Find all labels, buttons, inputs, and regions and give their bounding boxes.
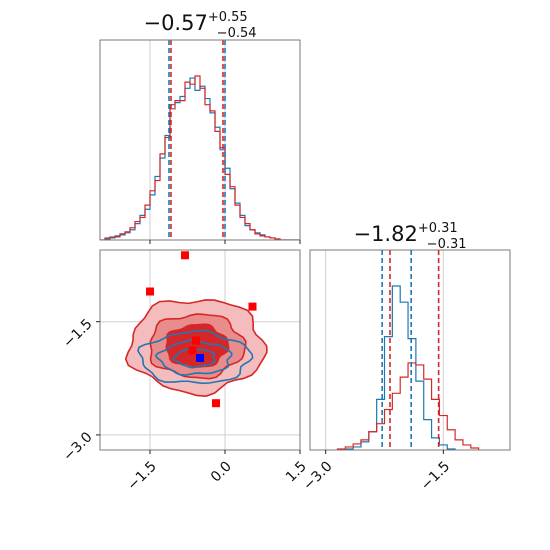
- title-right-plus: +0.31: [418, 221, 458, 236]
- hist-step-series-1: [336, 362, 480, 450]
- title-right-value: −1.82: [353, 222, 417, 246]
- hist-step-series-1: [100, 75, 300, 240]
- marginal-histogram-top: −0.57+0.55 −0.54: [99, 10, 301, 244]
- axis-frame-top: [99, 39, 301, 241]
- axis-frame-contour: [99, 249, 301, 451]
- contour-level-1-0: [137, 329, 254, 385]
- quantile-lines-top: [168, 40, 226, 240]
- hist-step-series-0: [100, 77, 300, 240]
- contour-level-1-2: [172, 347, 216, 369]
- hist-top-series: [100, 75, 300, 240]
- title-right: −1.82+0.31 −0.31: [353, 221, 466, 252]
- marker-point-0-4: [188, 346, 197, 355]
- marker-point-0-2: [248, 302, 257, 311]
- contour-level-1-1: [154, 339, 233, 376]
- ticks-right: −3.0 −1.5: [300, 450, 453, 494]
- grid-right: [325, 250, 444, 450]
- quantile-lines-right: [381, 250, 440, 450]
- tick-label-x: −1.5: [125, 458, 160, 493]
- tick-label-x: −1.5: [418, 458, 453, 493]
- ticks-top: [149, 240, 301, 244]
- marker-point-0-0: [181, 251, 189, 260]
- marker-point-0-1: [146, 287, 154, 296]
- marker-point-0-3: [192, 336, 200, 345]
- marker-point-0-5: [212, 399, 220, 408]
- hist-right-series: [336, 285, 480, 450]
- title-right-minus: −0.31: [427, 237, 467, 252]
- title-top: −0.57+0.55 −0.54: [143, 10, 256, 41]
- tick-label-x: −3.0: [300, 458, 335, 493]
- title-top-value: −0.57: [143, 11, 207, 35]
- axis-frame-right: [309, 249, 511, 451]
- marker-point-1-0: [196, 353, 204, 362]
- marginal-histogram-right: −3.0 −1.5 −1.82+0.31 −0.31: [300, 221, 511, 494]
- tick-label-y: −3.0: [60, 429, 95, 464]
- joint-contour-panel: −1.5 0.0 1.5−1.5−3.0: [60, 249, 310, 494]
- title-top-minus: −0.54: [217, 26, 257, 41]
- tick-label-y: −1.5: [60, 316, 95, 351]
- tick-label-x: 0.0: [208, 458, 235, 485]
- marker-points: [146, 251, 257, 408]
- title-top-plus: +0.55: [208, 10, 248, 25]
